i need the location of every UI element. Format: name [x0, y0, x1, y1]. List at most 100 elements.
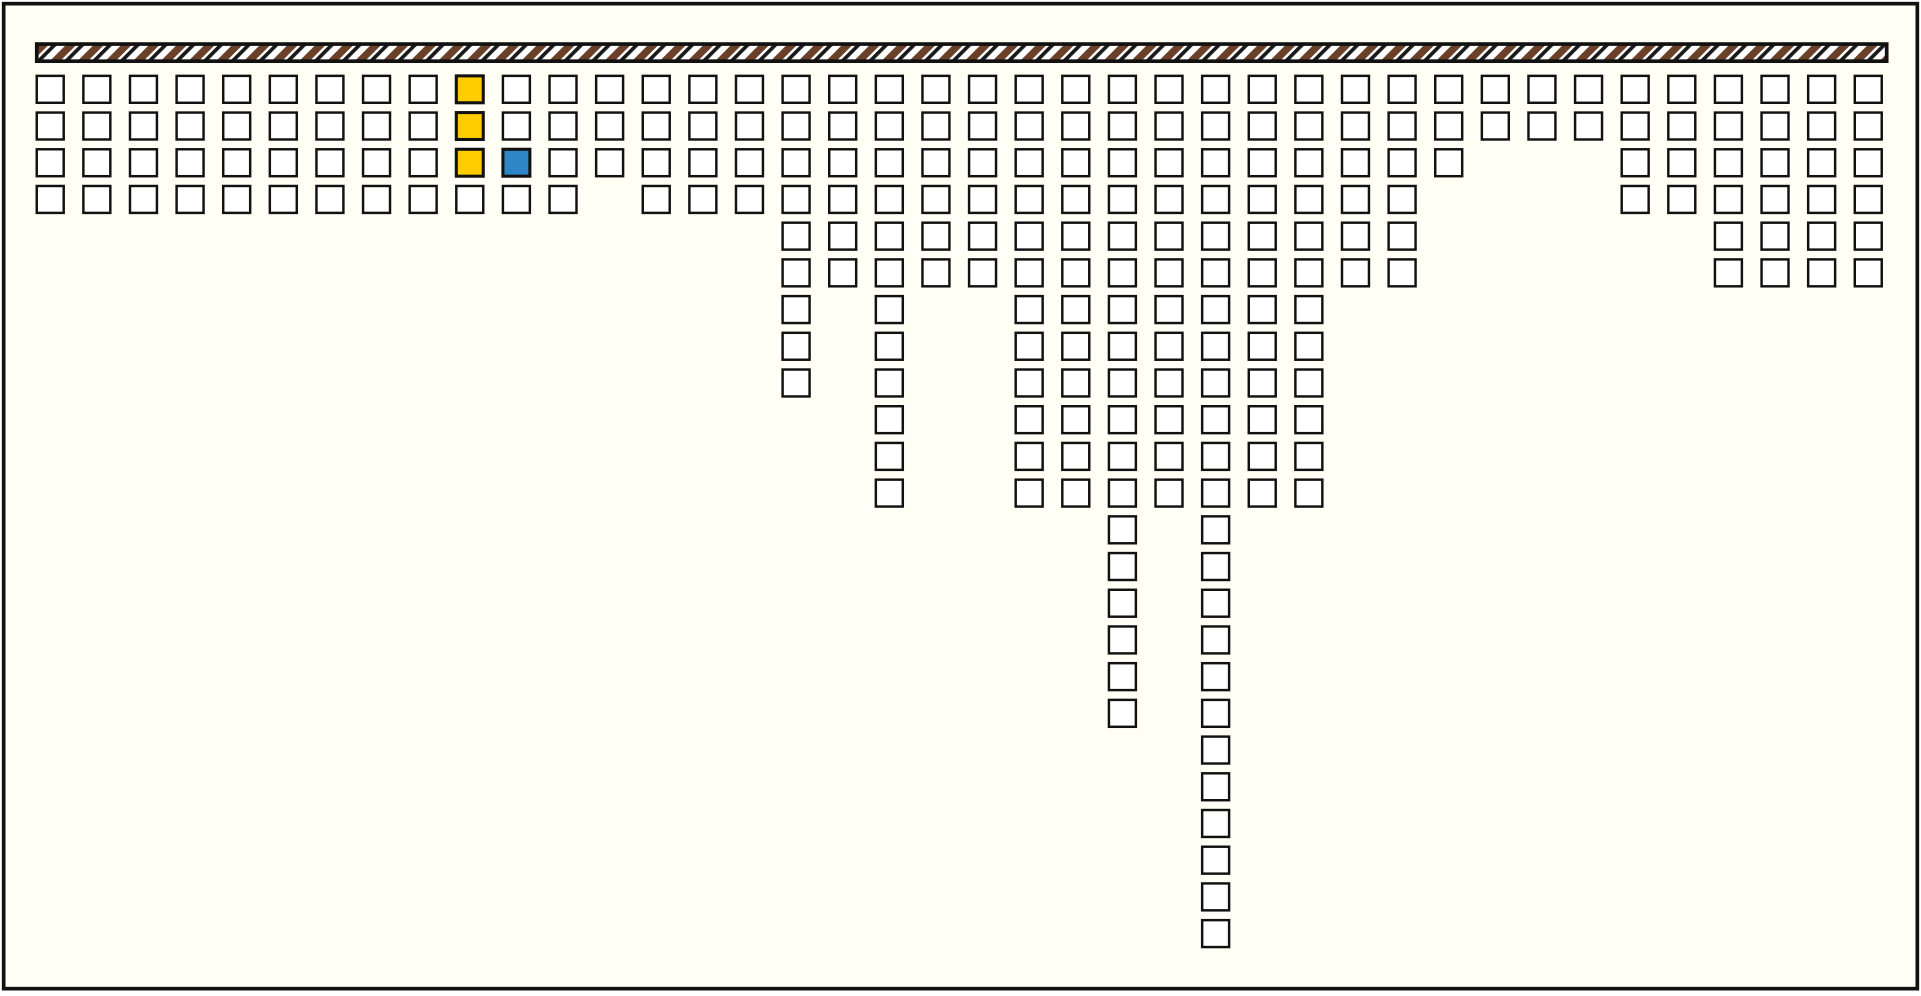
highlighted-cell[interactable] — [501, 147, 532, 178]
cell[interactable] — [1200, 405, 1231, 435]
cell[interactable] — [1294, 331, 1324, 361]
cell[interactable] — [874, 405, 905, 435]
cell[interactable] — [1853, 148, 1883, 178]
cell[interactable] — [781, 368, 811, 398]
cell[interactable] — [1294, 221, 1324, 251]
cell[interactable] — [1806, 148, 1837, 178]
cell[interactable] — [874, 258, 905, 288]
cell[interactable] — [1107, 111, 1138, 141]
cell[interactable] — [1107, 148, 1138, 178]
cell[interactable] — [1154, 368, 1184, 398]
cell[interactable] — [315, 74, 345, 105]
cell[interactable] — [361, 74, 392, 105]
cell[interactable] — [1247, 258, 1277, 288]
cell[interactable] — [1434, 148, 1464, 178]
cell[interactable] — [408, 111, 438, 141]
cell[interactable] — [1667, 74, 1697, 105]
cell[interactable] — [1294, 74, 1324, 105]
cell[interactable] — [828, 258, 858, 288]
cell[interactable] — [1434, 74, 1464, 105]
cell[interactable] — [828, 184, 858, 215]
cell[interactable] — [1294, 405, 1324, 435]
cell[interactable] — [921, 221, 951, 251]
cell[interactable] — [734, 111, 765, 141]
cell[interactable] — [1200, 478, 1231, 508]
cell[interactable] — [1247, 111, 1277, 141]
cell[interactable] — [1107, 294, 1138, 325]
cell[interactable] — [781, 221, 811, 251]
cell[interactable] — [268, 74, 299, 105]
cell[interactable] — [548, 74, 578, 105]
cell[interactable] — [1200, 221, 1231, 251]
cell[interactable] — [594, 74, 625, 105]
cell[interactable] — [1294, 111, 1324, 141]
cell[interactable] — [781, 111, 811, 141]
cell[interactable] — [1853, 184, 1883, 215]
cell[interactable] — [128, 111, 159, 141]
cell[interactable] — [1107, 515, 1138, 545]
cell[interactable] — [128, 148, 159, 178]
cell[interactable] — [874, 294, 905, 325]
cell[interactable] — [1200, 74, 1231, 105]
cell[interactable] — [268, 111, 299, 141]
cell[interactable] — [1200, 294, 1231, 325]
cell[interactable] — [1247, 331, 1277, 361]
cell[interactable] — [1294, 441, 1324, 472]
cell[interactable] — [1107, 331, 1138, 361]
cell[interactable] — [781, 184, 811, 215]
cell[interactable] — [82, 111, 112, 141]
cell[interactable] — [548, 184, 578, 215]
cell[interactable] — [1200, 845, 1231, 875]
cell[interactable] — [501, 184, 532, 215]
cell[interactable] — [221, 184, 252, 215]
cell[interactable] — [874, 368, 905, 398]
cell[interactable] — [361, 111, 392, 141]
cell[interactable] — [1200, 368, 1231, 398]
cell[interactable] — [1200, 111, 1231, 141]
cell[interactable] — [828, 74, 858, 105]
cell[interactable] — [548, 148, 578, 178]
cell[interactable] — [501, 74, 532, 105]
cell[interactable] — [1713, 74, 1744, 105]
cell[interactable] — [1154, 111, 1184, 141]
cell[interactable] — [1760, 258, 1790, 288]
cell[interactable] — [1014, 184, 1044, 215]
cell[interactable] — [1200, 515, 1231, 545]
cell[interactable] — [1760, 184, 1790, 215]
cell[interactable] — [1340, 148, 1371, 178]
cell[interactable] — [1247, 405, 1277, 435]
cell[interactable] — [1387, 221, 1417, 251]
cell[interactable] — [1620, 74, 1650, 105]
cell[interactable] — [641, 184, 671, 215]
cell[interactable] — [1527, 74, 1557, 105]
cell[interactable] — [688, 184, 718, 215]
cell[interactable] — [408, 148, 438, 178]
cell[interactable] — [921, 111, 951, 141]
cell[interactable] — [1061, 441, 1091, 472]
cell[interactable] — [1154, 221, 1184, 251]
cell[interactable] — [874, 221, 905, 251]
cell[interactable] — [1247, 148, 1277, 178]
cell[interactable] — [1107, 625, 1138, 655]
cell[interactable] — [1014, 148, 1044, 178]
cell[interactable] — [82, 74, 112, 105]
cell[interactable] — [1340, 111, 1371, 141]
cell[interactable] — [1480, 111, 1511, 141]
cell[interactable] — [361, 184, 392, 215]
cell[interactable] — [1014, 331, 1044, 361]
cell[interactable] — [1107, 405, 1138, 435]
cell[interactable] — [1713, 258, 1744, 288]
cell[interactable] — [921, 74, 951, 105]
cell[interactable] — [594, 148, 625, 178]
cell[interactable] — [1806, 221, 1837, 251]
cell[interactable] — [781, 294, 811, 325]
cell[interactable] — [35, 74, 65, 105]
cell[interactable] — [1107, 661, 1138, 692]
cell[interactable] — [1154, 148, 1184, 178]
cell[interactable] — [1294, 148, 1324, 178]
cell[interactable] — [734, 148, 765, 178]
cell[interactable] — [1061, 331, 1091, 361]
cell[interactable] — [1573, 111, 1604, 141]
cell[interactable] — [1620, 111, 1650, 141]
cell[interactable] — [967, 221, 998, 251]
